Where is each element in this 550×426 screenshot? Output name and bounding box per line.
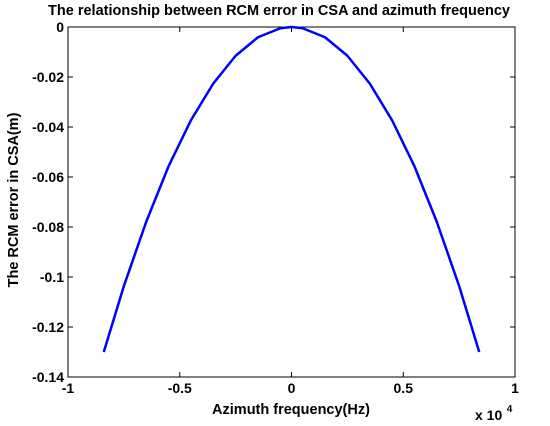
y-tick-label: -0.14 xyxy=(32,369,64,385)
y-tick-label: -0.08 xyxy=(32,219,64,235)
x-axis: -1 -0.5 0 0.5 1 xyxy=(62,27,519,396)
y-tick-label: -0.1 xyxy=(40,269,64,285)
x-tick-label: 1 xyxy=(511,380,519,396)
x-tick-label: 0.5 xyxy=(394,380,414,396)
y-tick-label: 0 xyxy=(56,19,64,35)
x-axis-multiplier: x 10 4 xyxy=(475,404,513,424)
plot-area xyxy=(67,26,516,378)
x-multiplier-base: x 10 xyxy=(475,407,502,423)
series-line-rcm-error xyxy=(102,25,481,353)
y-tick-label: -0.06 xyxy=(32,169,64,185)
x-tick-label: -1 xyxy=(62,380,75,396)
x-tick-label: -0.5 xyxy=(168,380,192,396)
y-axis-label: The RCM error in CSA(m) xyxy=(6,112,22,287)
y-tick-label: -0.04 xyxy=(32,119,64,135)
y-tick-label: -0.02 xyxy=(32,69,64,85)
y-tick-label: -0.12 xyxy=(32,319,64,335)
chart-title: The relationship between RCM error in CS… xyxy=(48,3,510,19)
x-axis-label: Azimuth frequency(Hz) xyxy=(212,402,370,418)
x-tick-label: 0 xyxy=(288,380,296,396)
x-multiplier-exponent: 4 xyxy=(507,404,513,415)
y-axis: 0 -0.02 -0.04 -0.06 -0.08 -0.1 -0.12 -0.14 xyxy=(32,19,515,385)
